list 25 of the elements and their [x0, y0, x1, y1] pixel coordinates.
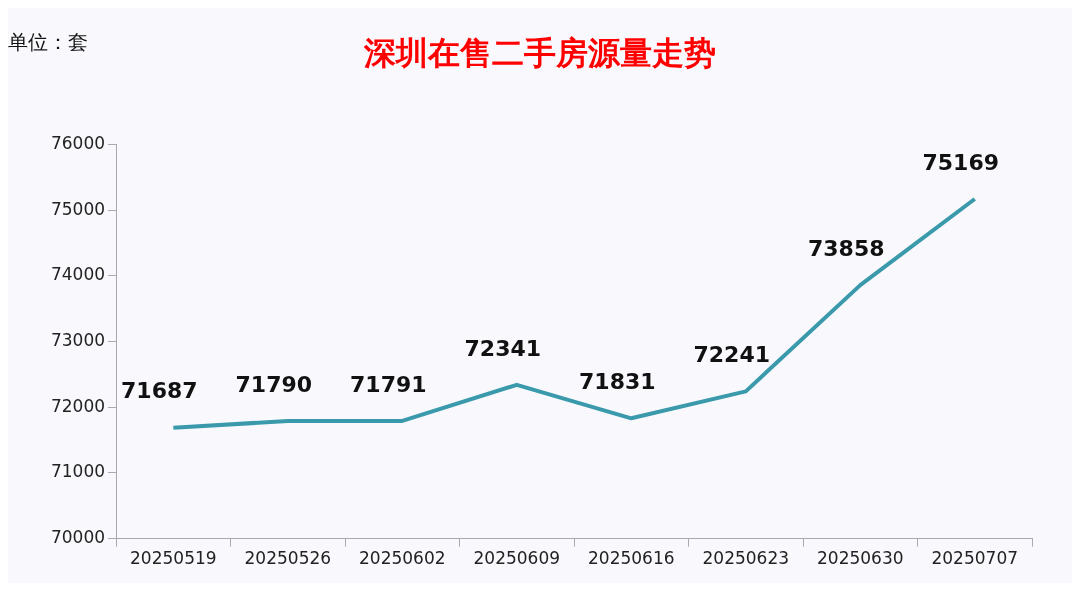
x-tick-label: 20250623 — [702, 548, 790, 569]
chart-title: 深圳在售二手房源量走势 — [363, 33, 716, 72]
x-tick-label: 20250616 — [588, 548, 675, 569]
y-tick-label: 70000 — [50, 527, 106, 548]
y-tick-label: 71000 — [50, 461, 106, 482]
data-label: 75169 — [922, 149, 1000, 175]
data-label: 71790 — [235, 371, 313, 397]
data-label: 71831 — [579, 369, 656, 395]
x-tick-label: 20250602 — [359, 548, 446, 569]
data-label: 73858 — [807, 235, 885, 261]
y-tick-label: 73000 — [50, 329, 106, 350]
x-tick-label: 20250707 — [931, 548, 1019, 569]
x-tick-label: 20250519 — [130, 548, 217, 569]
x-tick-label: 20250630 — [817, 548, 904, 569]
data-label: 72341 — [464, 335, 542, 361]
data-label: 72241 — [693, 342, 771, 368]
y-tick-label: 74000 — [50, 264, 106, 285]
y-tick-label: 75000 — [50, 198, 106, 219]
y-tick-label: 72000 — [50, 395, 106, 416]
x-tick-label: 20250526 — [244, 548, 332, 569]
data-label: 71791 — [350, 371, 427, 397]
x-tick-label: 20250609 — [473, 548, 561, 569]
y-tick-label: 76000 — [50, 132, 106, 153]
data-label: 71687 — [121, 378, 198, 404]
text: 单位：套 — [8, 30, 88, 55]
